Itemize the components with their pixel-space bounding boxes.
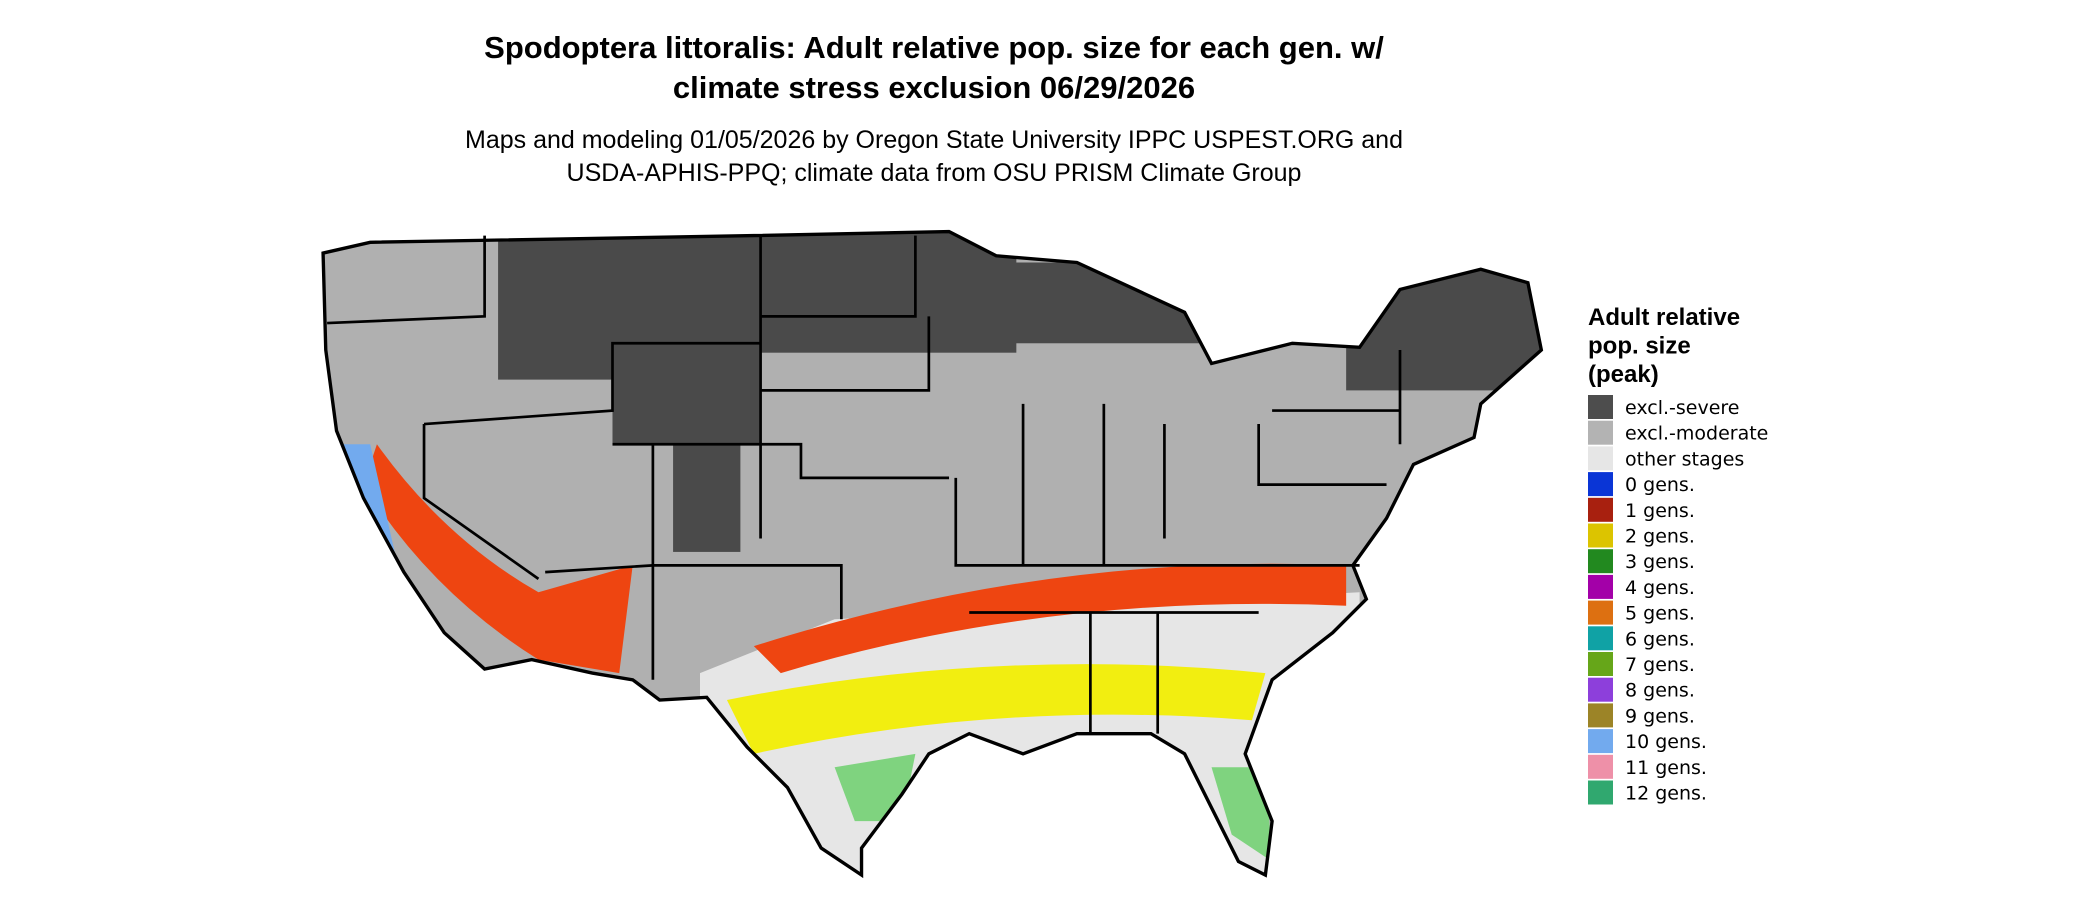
legend-label: 5 gens.: [1625, 603, 1695, 625]
legend-label: 4 gens.: [1625, 577, 1695, 599]
legend-swatch: [1588, 395, 1613, 419]
legend-swatch: [1588, 780, 1613, 805]
legend-swatch: [1588, 472, 1613, 497]
legend-swatch: [1588, 600, 1613, 625]
legend-label: excl.-severe: [1625, 397, 1740, 419]
legend-swatch: [1588, 420, 1613, 445]
legend-label: other stages: [1625, 448, 1744, 470]
legend-title: Adult relative: [1588, 304, 1740, 331]
legend-label: 1 gens.: [1625, 500, 1695, 522]
legend-title: pop. size: [1588, 333, 1691, 360]
subtitle: USDA-APHIS-PPQ; climate data from OSU PR…: [567, 159, 1302, 187]
legend-swatch: [1588, 549, 1613, 574]
legend-swatch: [1588, 754, 1613, 779]
legend-label: 10 gens.: [1625, 731, 1707, 753]
legend-swatch: [1588, 574, 1613, 599]
legend-label: 11 gens.: [1625, 757, 1707, 779]
legend-swatch: [1588, 703, 1613, 728]
legend-swatch: [1588, 677, 1613, 702]
us-map: [321, 229, 1544, 879]
legend-label: 9 gens.: [1625, 705, 1695, 727]
legend-swatch: [1588, 729, 1613, 754]
legend-label: excl.-moderate: [1625, 423, 1768, 445]
legend-swatch: [1588, 523, 1613, 548]
legend-title: (peak): [1588, 361, 1659, 388]
legend-label: 2 gens.: [1625, 526, 1695, 548]
legend-label: 12 gens.: [1625, 783, 1707, 805]
legend-label: 8 gens.: [1625, 680, 1695, 702]
legend-swatch: [1588, 497, 1613, 522]
legend-label: 0 gens.: [1625, 474, 1695, 496]
legend-swatch: [1588, 626, 1613, 651]
title: climate stress exclusion 06/29/2026: [673, 70, 1195, 105]
title: Spodoptera littoralis: Adult relative po…: [484, 30, 1384, 65]
legend-swatch: [1588, 652, 1613, 676]
legend-label: 6 gens.: [1625, 628, 1695, 650]
legend-swatch: [1588, 446, 1613, 471]
subtitle: Maps and modeling 01/05/2026 by Oregon S…: [465, 126, 1403, 154]
legend-label: 7 gens.: [1625, 654, 1695, 676]
legend-label: 3 gens.: [1625, 551, 1695, 573]
